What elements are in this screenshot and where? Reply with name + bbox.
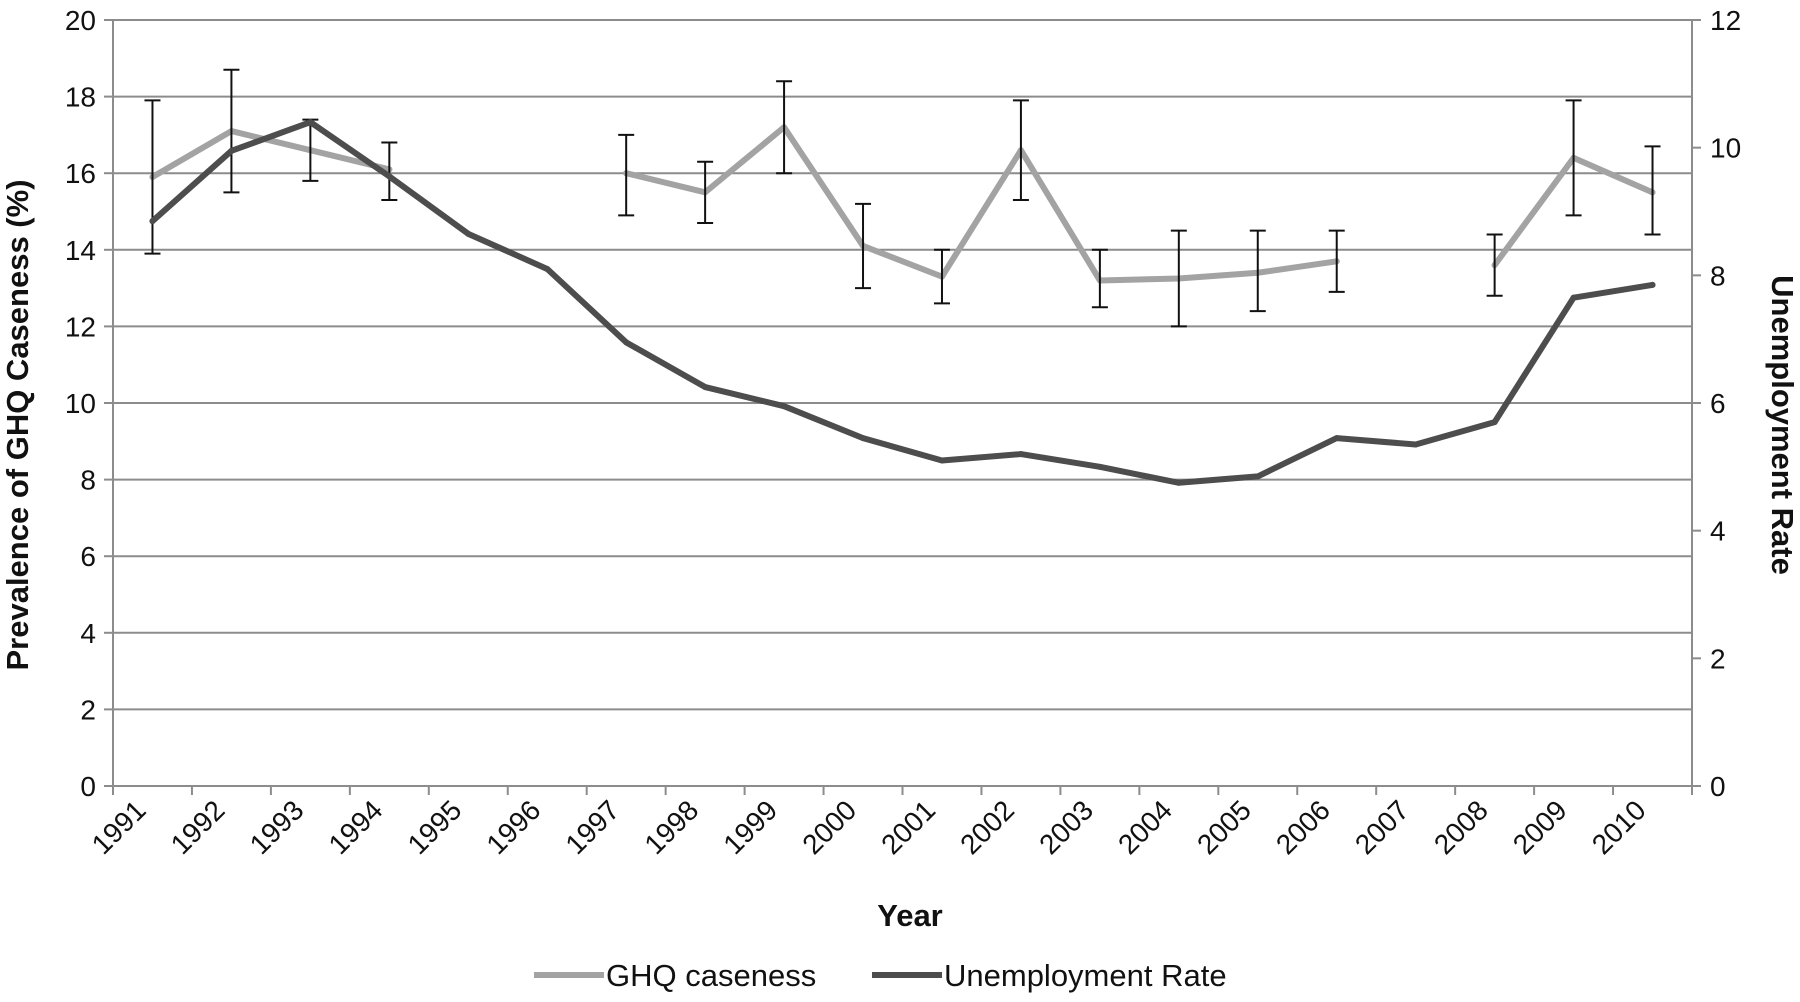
series-line-unemployment-rate-0 <box>149 119 1656 486</box>
error-bar-2006 <box>1328 229 1345 293</box>
error-bar-2003 <box>1091 248 1108 309</box>
point-unemployment-rate-2002 <box>1017 451 1024 458</box>
point-unemployment-rate-1998 <box>702 384 709 391</box>
error-bar-1998 <box>697 160 714 224</box>
axes <box>104 19 1701 795</box>
series-line-ghq-caseness-0 <box>149 128 393 181</box>
x-tick-label-1993: 1993 <box>244 794 310 860</box>
point-unemployment-rate-2003 <box>1096 463 1103 470</box>
y-tick-label-8: 8 <box>80 465 96 496</box>
x-tick-label-2006: 2006 <box>1270 794 1336 860</box>
x-tick-label-1991: 1991 <box>86 794 152 860</box>
y-tick-label-10: 10 <box>65 388 96 419</box>
point-unemployment-rate-2000 <box>860 435 867 442</box>
legend-label-ghq: GHQ caseness <box>606 958 816 993</box>
point-unemployment-rate-1996 <box>544 265 551 272</box>
y2-tick-label-2: 2 <box>1710 643 1726 674</box>
y-tick-label-4: 4 <box>80 618 96 649</box>
x-tick-label-1997: 1997 <box>559 794 625 860</box>
y2-tick-label-4: 4 <box>1710 516 1726 547</box>
x-tick-label-1999: 1999 <box>717 794 783 860</box>
x-tick-label-2005: 2005 <box>1191 794 1257 860</box>
error-bar-2001 <box>933 248 950 305</box>
x-tick-label-1995: 1995 <box>402 794 468 860</box>
y-tick-label-20: 20 <box>65 5 96 36</box>
error-bar-2005 <box>1249 229 1266 313</box>
x-tick-label-2002: 2002 <box>954 794 1020 860</box>
error-bar-2010 <box>1644 145 1661 236</box>
x-tick-label-1992: 1992 <box>165 794 231 860</box>
x-tick-label-1994: 1994 <box>323 794 389 860</box>
point-unemployment-rate-1995 <box>465 230 472 237</box>
x-tick-label-2003: 2003 <box>1033 794 1099 860</box>
error-bar-2002 <box>1012 99 1029 202</box>
x-tick-label-2010: 2010 <box>1586 794 1652 860</box>
x-tick-label-2000: 2000 <box>796 794 862 860</box>
x-tick-label-2009: 2009 <box>1507 794 1573 860</box>
error-bar-2004 <box>1170 229 1187 328</box>
point-unemployment-rate-1992 <box>228 147 235 154</box>
error-bar-2000 <box>855 202 872 290</box>
y-tick-label-18: 18 <box>65 82 96 113</box>
point-unemployment-rate-2006 <box>1333 435 1340 442</box>
y-tick-label-2: 2 <box>80 694 96 725</box>
error-bar-2008 <box>1486 233 1503 297</box>
point-unemployment-rate-1993 <box>307 119 314 126</box>
x-tick-label-1998: 1998 <box>638 794 704 860</box>
legend: GHQ caseness Unemployment Rate <box>534 958 1227 993</box>
x-tick-label-1996: 1996 <box>480 794 546 860</box>
point-unemployment-rate-1991 <box>149 218 156 225</box>
y2-tick-label-12: 12 <box>1710 5 1741 36</box>
y2-tick-label-6: 6 <box>1710 388 1726 419</box>
y-tick-label-14: 14 <box>65 235 96 266</box>
x-tick-label-2007: 2007 <box>1349 794 1415 860</box>
y2-axis-title: Unemployment Rate <box>1765 275 1800 575</box>
point-unemployment-rate-1994 <box>386 173 393 180</box>
y-axis-title: Prevalence of GHQ Caseness (%) <box>0 179 35 670</box>
x-tick-label-2004: 2004 <box>1112 794 1178 860</box>
x-tick-label-2001: 2001 <box>875 794 941 860</box>
point-unemployment-rate-2010 <box>1649 281 1656 288</box>
gridlines <box>113 19 1692 711</box>
error-bar-1991 <box>144 99 161 255</box>
y-tick-label-12: 12 <box>65 311 96 342</box>
point-unemployment-rate-1997 <box>623 339 630 346</box>
y-tick-label-0: 0 <box>80 771 96 802</box>
point-unemployment-rate-2004 <box>1175 479 1182 486</box>
point-unemployment-rate-2009 <box>1570 294 1577 301</box>
point-unemployment-rate-2001 <box>938 457 945 464</box>
point-unemployment-rate-2007 <box>1412 441 1419 448</box>
error-bar-1999 <box>776 80 793 175</box>
point-unemployment-rate-2008 <box>1491 419 1498 426</box>
error-bar-1994 <box>381 141 398 202</box>
y-tick-label-16: 16 <box>65 158 96 189</box>
error-bar-1997 <box>618 133 635 217</box>
series-line-ghq-caseness-1 <box>623 124 1340 284</box>
y2-tick-label-8: 8 <box>1710 260 1726 291</box>
error-bar-1992 <box>223 68 240 194</box>
y2-tick-label-0: 0 <box>1710 771 1726 802</box>
legend-label-unemployment: Unemployment Rate <box>944 958 1227 993</box>
x-axis-title: Year <box>877 898 943 933</box>
point-unemployment-rate-1999 <box>781 403 788 410</box>
point-unemployment-rate-2005 <box>1254 473 1261 480</box>
error-bar-2009 <box>1565 99 1582 217</box>
y-tick-label-6: 6 <box>80 541 96 572</box>
series <box>144 68 1661 486</box>
y2-tick-label-10: 10 <box>1710 133 1741 164</box>
x-tick-label-2008: 2008 <box>1428 794 1494 860</box>
